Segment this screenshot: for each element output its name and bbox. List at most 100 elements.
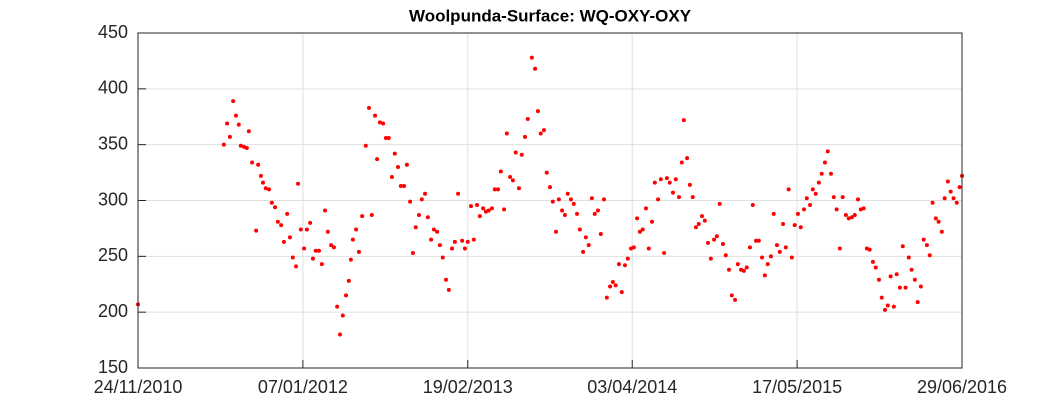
data-point xyxy=(613,283,618,288)
data-point xyxy=(667,180,672,185)
data-point xyxy=(762,273,767,278)
data-point xyxy=(381,121,386,126)
data-point xyxy=(383,135,388,140)
data-point xyxy=(945,179,950,184)
data-point xyxy=(640,227,645,232)
data-point xyxy=(786,187,791,192)
data-point xyxy=(335,304,340,309)
data-point xyxy=(369,213,374,218)
data-point xyxy=(471,237,476,242)
data-point xyxy=(568,197,573,202)
data-point xyxy=(296,181,301,186)
data-point xyxy=(867,247,872,252)
data-point xyxy=(302,246,307,251)
data-point xyxy=(413,225,418,230)
data-point xyxy=(843,213,848,218)
data-point xyxy=(622,263,627,268)
data-point xyxy=(398,183,403,188)
data-point xyxy=(610,280,615,285)
data-point xyxy=(554,229,559,234)
data-point xyxy=(816,180,821,185)
data-point xyxy=(227,134,232,139)
data-point xyxy=(285,211,290,216)
data-point xyxy=(831,195,836,200)
data-point xyxy=(431,227,436,232)
data-point xyxy=(855,197,860,202)
data-point xyxy=(562,213,567,218)
data-point xyxy=(360,214,365,219)
axes: 150 200 250 300 350 400 450 24/11/2010 07/01/201… xyxy=(94,22,1007,397)
x-tick-label: 03/04/2014 xyxy=(587,377,677,397)
data-point xyxy=(533,66,538,71)
data-point xyxy=(643,206,648,211)
data-point xyxy=(656,197,661,202)
data-point xyxy=(538,131,543,136)
data-point xyxy=(337,332,342,337)
y-tick-label: 250 xyxy=(98,245,128,265)
data-point xyxy=(930,200,935,205)
data-point xyxy=(544,170,549,175)
data-point xyxy=(310,256,315,261)
data-point xyxy=(861,206,866,211)
data-point xyxy=(244,146,249,151)
data-point xyxy=(256,162,261,167)
data-point xyxy=(435,229,440,234)
data-point xyxy=(873,265,878,270)
data-point xyxy=(481,206,486,211)
data-point xyxy=(876,277,881,282)
data-point xyxy=(304,227,309,232)
data-point xyxy=(510,178,515,183)
data-point xyxy=(768,254,773,259)
data-point xyxy=(525,116,530,121)
data-point xyxy=(813,191,818,196)
data-point xyxy=(577,227,582,232)
data-point xyxy=(589,196,594,201)
data-point xyxy=(693,225,698,230)
data-point xyxy=(340,313,345,318)
data-point xyxy=(344,293,349,298)
data-point xyxy=(560,208,565,213)
data-point xyxy=(350,237,355,242)
data-point xyxy=(819,171,824,176)
data-point xyxy=(325,229,330,234)
data-point xyxy=(906,255,911,260)
data-point xyxy=(677,195,682,200)
data-point xyxy=(317,248,322,253)
data-point xyxy=(331,245,336,250)
data-point xyxy=(366,105,371,110)
data-point xyxy=(846,216,851,221)
data-point xyxy=(822,160,827,165)
data-point xyxy=(608,284,613,289)
data-point xyxy=(894,272,899,277)
data-point xyxy=(664,176,669,181)
data-point xyxy=(489,206,494,211)
data-point xyxy=(592,211,597,216)
data-point xyxy=(649,219,654,224)
data-point xyxy=(556,197,561,202)
data-point xyxy=(635,216,640,221)
data-point xyxy=(646,246,651,251)
data-point xyxy=(273,205,278,210)
data-point xyxy=(774,243,779,248)
data-point xyxy=(294,264,299,269)
data-point xyxy=(852,213,857,218)
data-point xyxy=(443,277,448,282)
data-point xyxy=(236,122,241,127)
data-point xyxy=(529,55,534,60)
data-point xyxy=(346,278,351,283)
data-point xyxy=(712,237,717,242)
data-point xyxy=(670,190,675,195)
data-point xyxy=(696,221,701,226)
data-point xyxy=(789,255,794,260)
data-point xyxy=(258,173,263,178)
data-point xyxy=(429,237,434,242)
data-point xyxy=(456,191,461,196)
y-tick-label: 400 xyxy=(98,78,128,98)
data-point xyxy=(308,220,313,225)
data-point xyxy=(912,277,917,282)
data-point xyxy=(673,177,678,182)
data-point xyxy=(460,238,465,243)
data-point xyxy=(287,235,292,240)
data-point xyxy=(498,169,503,174)
